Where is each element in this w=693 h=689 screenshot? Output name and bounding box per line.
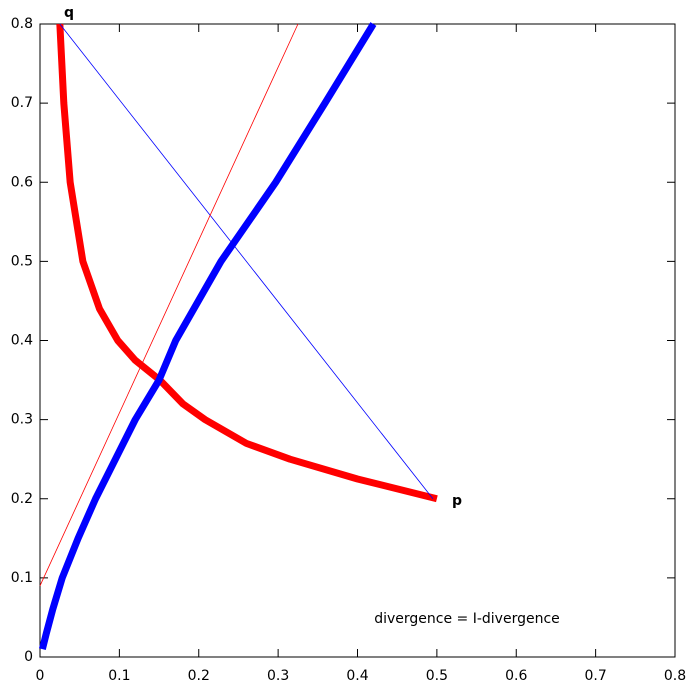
series-line: [59, 23, 434, 499]
annotation: q: [64, 5, 74, 21]
x-tick-label: 0.5: [426, 668, 448, 684]
y-tick-label: 0.3: [11, 412, 33, 428]
x-tick-label: 0.3: [267, 668, 289, 684]
x-tick-label: 0: [36, 668, 45, 684]
plot-frame: [39, 23, 676, 658]
x-tick-label: 0.8: [664, 668, 686, 684]
y-tick-label: 0.4: [11, 333, 33, 349]
series-line: [56, 23, 438, 503]
x-tick-label: 0.2: [188, 668, 210, 684]
annotation: p: [452, 493, 462, 509]
x-tick-label: 0.7: [584, 668, 606, 684]
y-tick-label: 0.8: [11, 16, 33, 32]
series-line: [39, 23, 299, 586]
y-tick-label: 0.2: [11, 491, 33, 507]
y-tick-label: 0.5: [11, 253, 33, 269]
y-tick-label: 0.7: [11, 95, 33, 111]
y-tick-label: 0: [24, 649, 33, 665]
y-tick-label: 0.1: [11, 570, 33, 586]
y-tick-label: 0.6: [11, 174, 33, 190]
series-line: [38, 22, 377, 650]
x-tick-label: 0.6: [505, 668, 527, 684]
x-tick-label: 0.4: [346, 668, 368, 684]
annotation: divergence = I-divergence: [374, 611, 560, 627]
x-tick-label: 0.1: [108, 668, 130, 684]
